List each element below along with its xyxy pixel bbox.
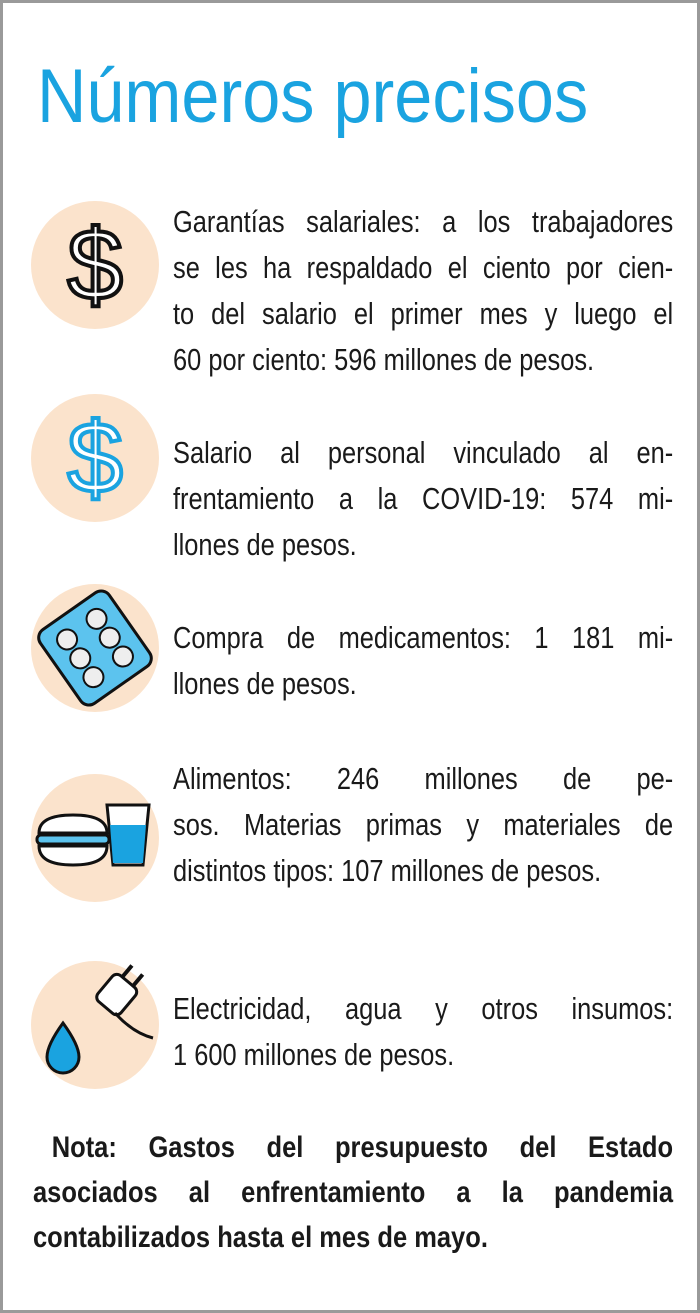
icon-dollar-blue: $ [31, 394, 159, 522]
text-line: llones de pesos. [173, 527, 357, 562]
text-line: distintos tipos: 107 millones de pesos. [173, 853, 602, 888]
icon-pills [31, 584, 159, 712]
title: Números precisos [37, 54, 589, 139]
text-line: 60 por ciento: 596 millones de pesos. [173, 342, 595, 377]
item-text: Electricidad, agua y otros insumos: 1 600… [173, 986, 673, 1078]
text-line: contabilizados hasta el mes de mayo. [33, 1221, 488, 1254]
item-text: Garantías salariales: a los trabajadores… [173, 199, 673, 383]
text-line: Nota: Gastos del presupuesto del Estado [51, 1131, 674, 1164]
text-line: asociados al enfrentamiento a la pandemi… [33, 1176, 674, 1209]
item-text: Alimentos: 246 millones de pe-sos. Mater… [173, 756, 673, 894]
text-line: Alimentos: 246 millones de pe- [173, 761, 674, 796]
text-line: to del salario el primer mes y luego el [173, 296, 674, 331]
text-line: Compra de medicamentos: 1 181 mi- [173, 620, 674, 655]
text-line: frentamiento a la COVID-19: 574 mi- [173, 481, 674, 516]
text-line: Salario al personal vinculado al en- [173, 435, 674, 470]
text-line: sos. Materias primas y materiales de [173, 807, 674, 842]
item-text: Compra de medicamentos: 1 181 mi-llones … [173, 615, 673, 707]
icon-food [31, 774, 159, 902]
item-text: Salario al personal vinculado al en-fren… [173, 430, 673, 568]
text-line: 1 600 millones de pesos. [173, 1037, 455, 1072]
svg-text:$: $ [67, 402, 123, 514]
note: Nota: Gastos del presupuesto del Estado a… [33, 1125, 673, 1260]
text-line: Electricidad, agua y otros insumos: [173, 991, 674, 1026]
text-line: Garantías salariales: a los trabajadores [173, 204, 674, 239]
icon-utilities [31, 961, 159, 1089]
svg-text:$: $ [67, 209, 123, 321]
text-line: llones de pesos. [173, 666, 357, 701]
icon-dollar: $ [31, 201, 159, 329]
icons: $ $ [31, 201, 159, 1089]
text-line: se les ha respaldado el ciento por cien- [173, 250, 674, 285]
